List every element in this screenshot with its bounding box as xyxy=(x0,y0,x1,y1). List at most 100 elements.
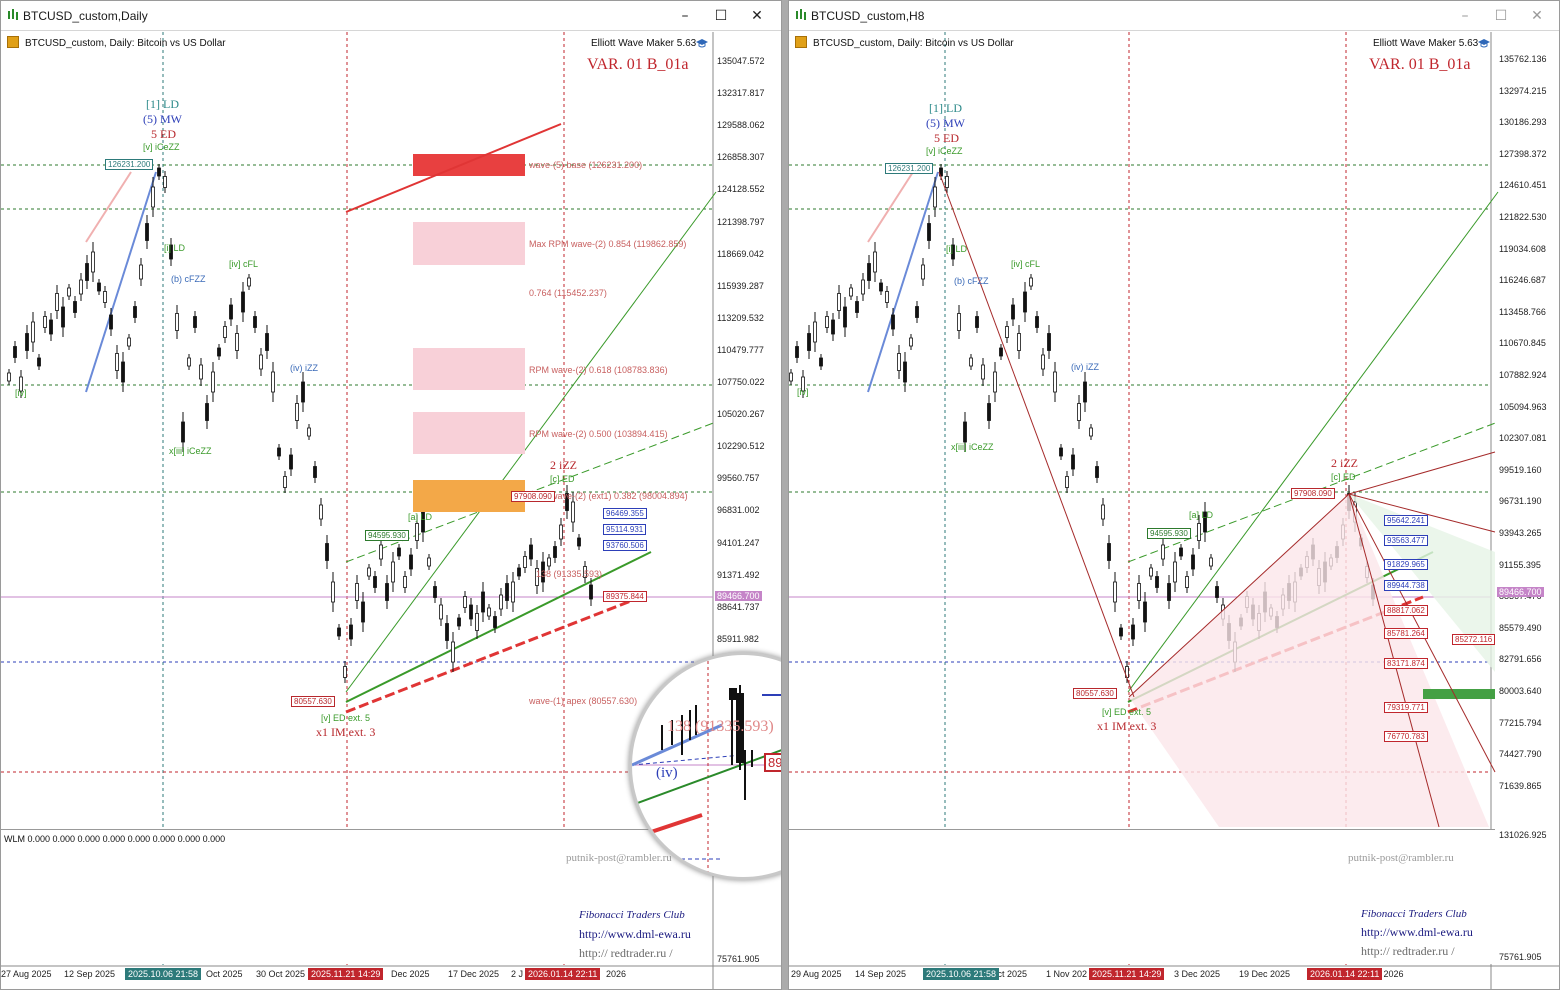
candle-body xyxy=(903,361,907,383)
candle-body xyxy=(1017,333,1021,351)
candle-body xyxy=(355,583,359,601)
candle-body xyxy=(1023,291,1027,313)
price-axis-label: 135047.572 xyxy=(717,56,765,66)
time-marker-label: 2025.11.21 14:29 xyxy=(1089,968,1165,980)
price-axis-label: 96731.190 xyxy=(1499,496,1542,507)
price-axis-label: 132974.215 xyxy=(1499,85,1547,96)
candle-body xyxy=(589,584,593,600)
price-axis-label: 85579.490 xyxy=(1499,622,1542,633)
fib-level-label: wave-(2) (ext1) 0.382 (98004.894) xyxy=(551,491,688,501)
close-button[interactable]: ✕ xyxy=(1531,8,1543,24)
candle-body xyxy=(37,357,41,367)
candle-body xyxy=(193,316,197,328)
email-text: putnik-post@rambler.ru xyxy=(1348,852,1454,864)
indicator-name: Elliott Wave Maker 5.63 xyxy=(1373,38,1479,49)
price-box: 94595.930 xyxy=(1147,528,1191,539)
candle-body xyxy=(25,333,29,351)
wave-label: 5 ED xyxy=(934,131,959,145)
candle-body xyxy=(103,291,107,303)
price-axis-label: 99560.757 xyxy=(717,473,760,484)
price-axis-label: 107750.022 xyxy=(717,377,765,387)
time-axis-label: 27 Aug 2025 xyxy=(1,969,52,979)
redtrader-link[interactable]: http:// redtrader.ru / xyxy=(1361,944,1455,958)
candle-body xyxy=(819,357,823,367)
candle-body xyxy=(933,186,937,208)
price-chart[interactable]: BTCUSD_custom, Daily: Bitcoin vs US Doll… xyxy=(1,32,781,989)
candle-body xyxy=(391,561,395,583)
candle-body xyxy=(373,576,377,588)
candle-body xyxy=(1197,523,1201,541)
price-axis-label: 99519.160 xyxy=(1499,464,1542,475)
indicator-subwindow[interactable]: WLM 0.000 0.000 0.000 0.000 0.000 0.000 … xyxy=(1,829,712,964)
chart-window-daily[interactable]: BTCUSD_custom,Daily – ☐ ✕ BTCUSD_custom,… xyxy=(0,0,782,990)
candle-body xyxy=(319,504,323,520)
maximize-button[interactable]: ☐ xyxy=(1494,8,1508,24)
indicator-subwindow[interactable] xyxy=(789,829,1495,964)
candle-body xyxy=(993,371,997,393)
dml-link[interactable]: http://www.dml-ewa.ru xyxy=(579,927,691,941)
candle-body xyxy=(265,333,269,351)
candle-body xyxy=(957,313,961,331)
candle-body xyxy=(505,583,509,601)
candle-body xyxy=(61,306,65,328)
candle-body xyxy=(843,306,847,328)
candle-body xyxy=(1209,557,1213,567)
fan-line xyxy=(1348,493,1496,533)
price-axis-label: 121398.797 xyxy=(717,216,765,227)
dml-link[interactable]: http://www.dml-ewa.ru xyxy=(1361,925,1473,939)
candle-body xyxy=(199,364,203,380)
candle-body xyxy=(825,316,829,328)
candle-body xyxy=(43,316,47,328)
close-button[interactable]: ✕ xyxy=(751,8,763,24)
candle-body xyxy=(571,501,575,523)
price-box: 89944.738 xyxy=(1384,580,1428,591)
trend-line xyxy=(345,551,652,703)
candle-body xyxy=(145,223,149,241)
candle-body xyxy=(337,627,341,637)
minimize-button[interactable]: – xyxy=(681,8,689,24)
fib-zone xyxy=(413,348,525,390)
time-axis-label: 29 Aug 2025 xyxy=(791,969,842,979)
candle-body xyxy=(187,357,191,367)
fib-zone xyxy=(413,412,525,454)
trend-line xyxy=(938,171,1135,698)
price-box: 95642.241 xyxy=(1384,515,1428,526)
maximize-button[interactable]: ☐ xyxy=(714,8,728,24)
candle-body xyxy=(73,301,77,313)
price-axis-label: 80003.640 xyxy=(1499,686,1542,696)
chart-window-h8[interactable]: BTCUSD_custom,H8 – ☐ ✕ BTCUSD_custom, Da… xyxy=(788,0,1560,990)
symbol-icon xyxy=(795,36,807,48)
wave-label: [i] LD xyxy=(164,243,186,253)
candle-body xyxy=(97,282,101,292)
trend-line xyxy=(345,123,562,213)
wave-label: [a] LD xyxy=(1189,510,1214,520)
price-axis-label: 121822.530 xyxy=(1499,212,1547,222)
candle-body xyxy=(289,454,293,470)
candle-body xyxy=(445,623,449,641)
candle-body xyxy=(1077,403,1081,421)
candle-body xyxy=(867,263,871,281)
fib-zone xyxy=(413,222,525,265)
window-titlebar[interactable]: BTCUSD_custom,Daily – ☐ ✕ xyxy=(1,1,781,31)
candle-body xyxy=(1059,447,1063,457)
trend-line xyxy=(345,191,717,693)
candle-body xyxy=(415,523,419,541)
candle-body xyxy=(523,556,527,568)
magnifier-price-box: 89375.844 xyxy=(764,753,781,772)
time-axis-label: 2 J xyxy=(511,969,524,979)
wave-label: [c] ED xyxy=(550,474,575,484)
candle-body xyxy=(559,524,563,540)
candle-body xyxy=(1029,277,1033,287)
price-box: 94595.930 xyxy=(365,530,409,541)
price-chart[interactable]: BTCUSD_custom, Daily: Bitcoin vs US Doll… xyxy=(789,32,1559,989)
price-axis-label: 77215.794 xyxy=(1499,717,1542,728)
candle-body xyxy=(849,287,853,297)
time-axis-label: 2026 xyxy=(606,969,627,979)
window-titlebar[interactable]: BTCUSD_custom,H8 – ☐ ✕ xyxy=(789,1,1559,31)
price-box: 76770.783 xyxy=(1384,731,1428,742)
candle-body xyxy=(163,176,167,188)
candle-body xyxy=(349,624,353,640)
redtrader-link[interactable]: http:// redtrader.ru / xyxy=(579,946,673,960)
price-axis-label: 74427.790 xyxy=(1499,749,1542,760)
minimize-button[interactable]: – xyxy=(1461,8,1469,24)
